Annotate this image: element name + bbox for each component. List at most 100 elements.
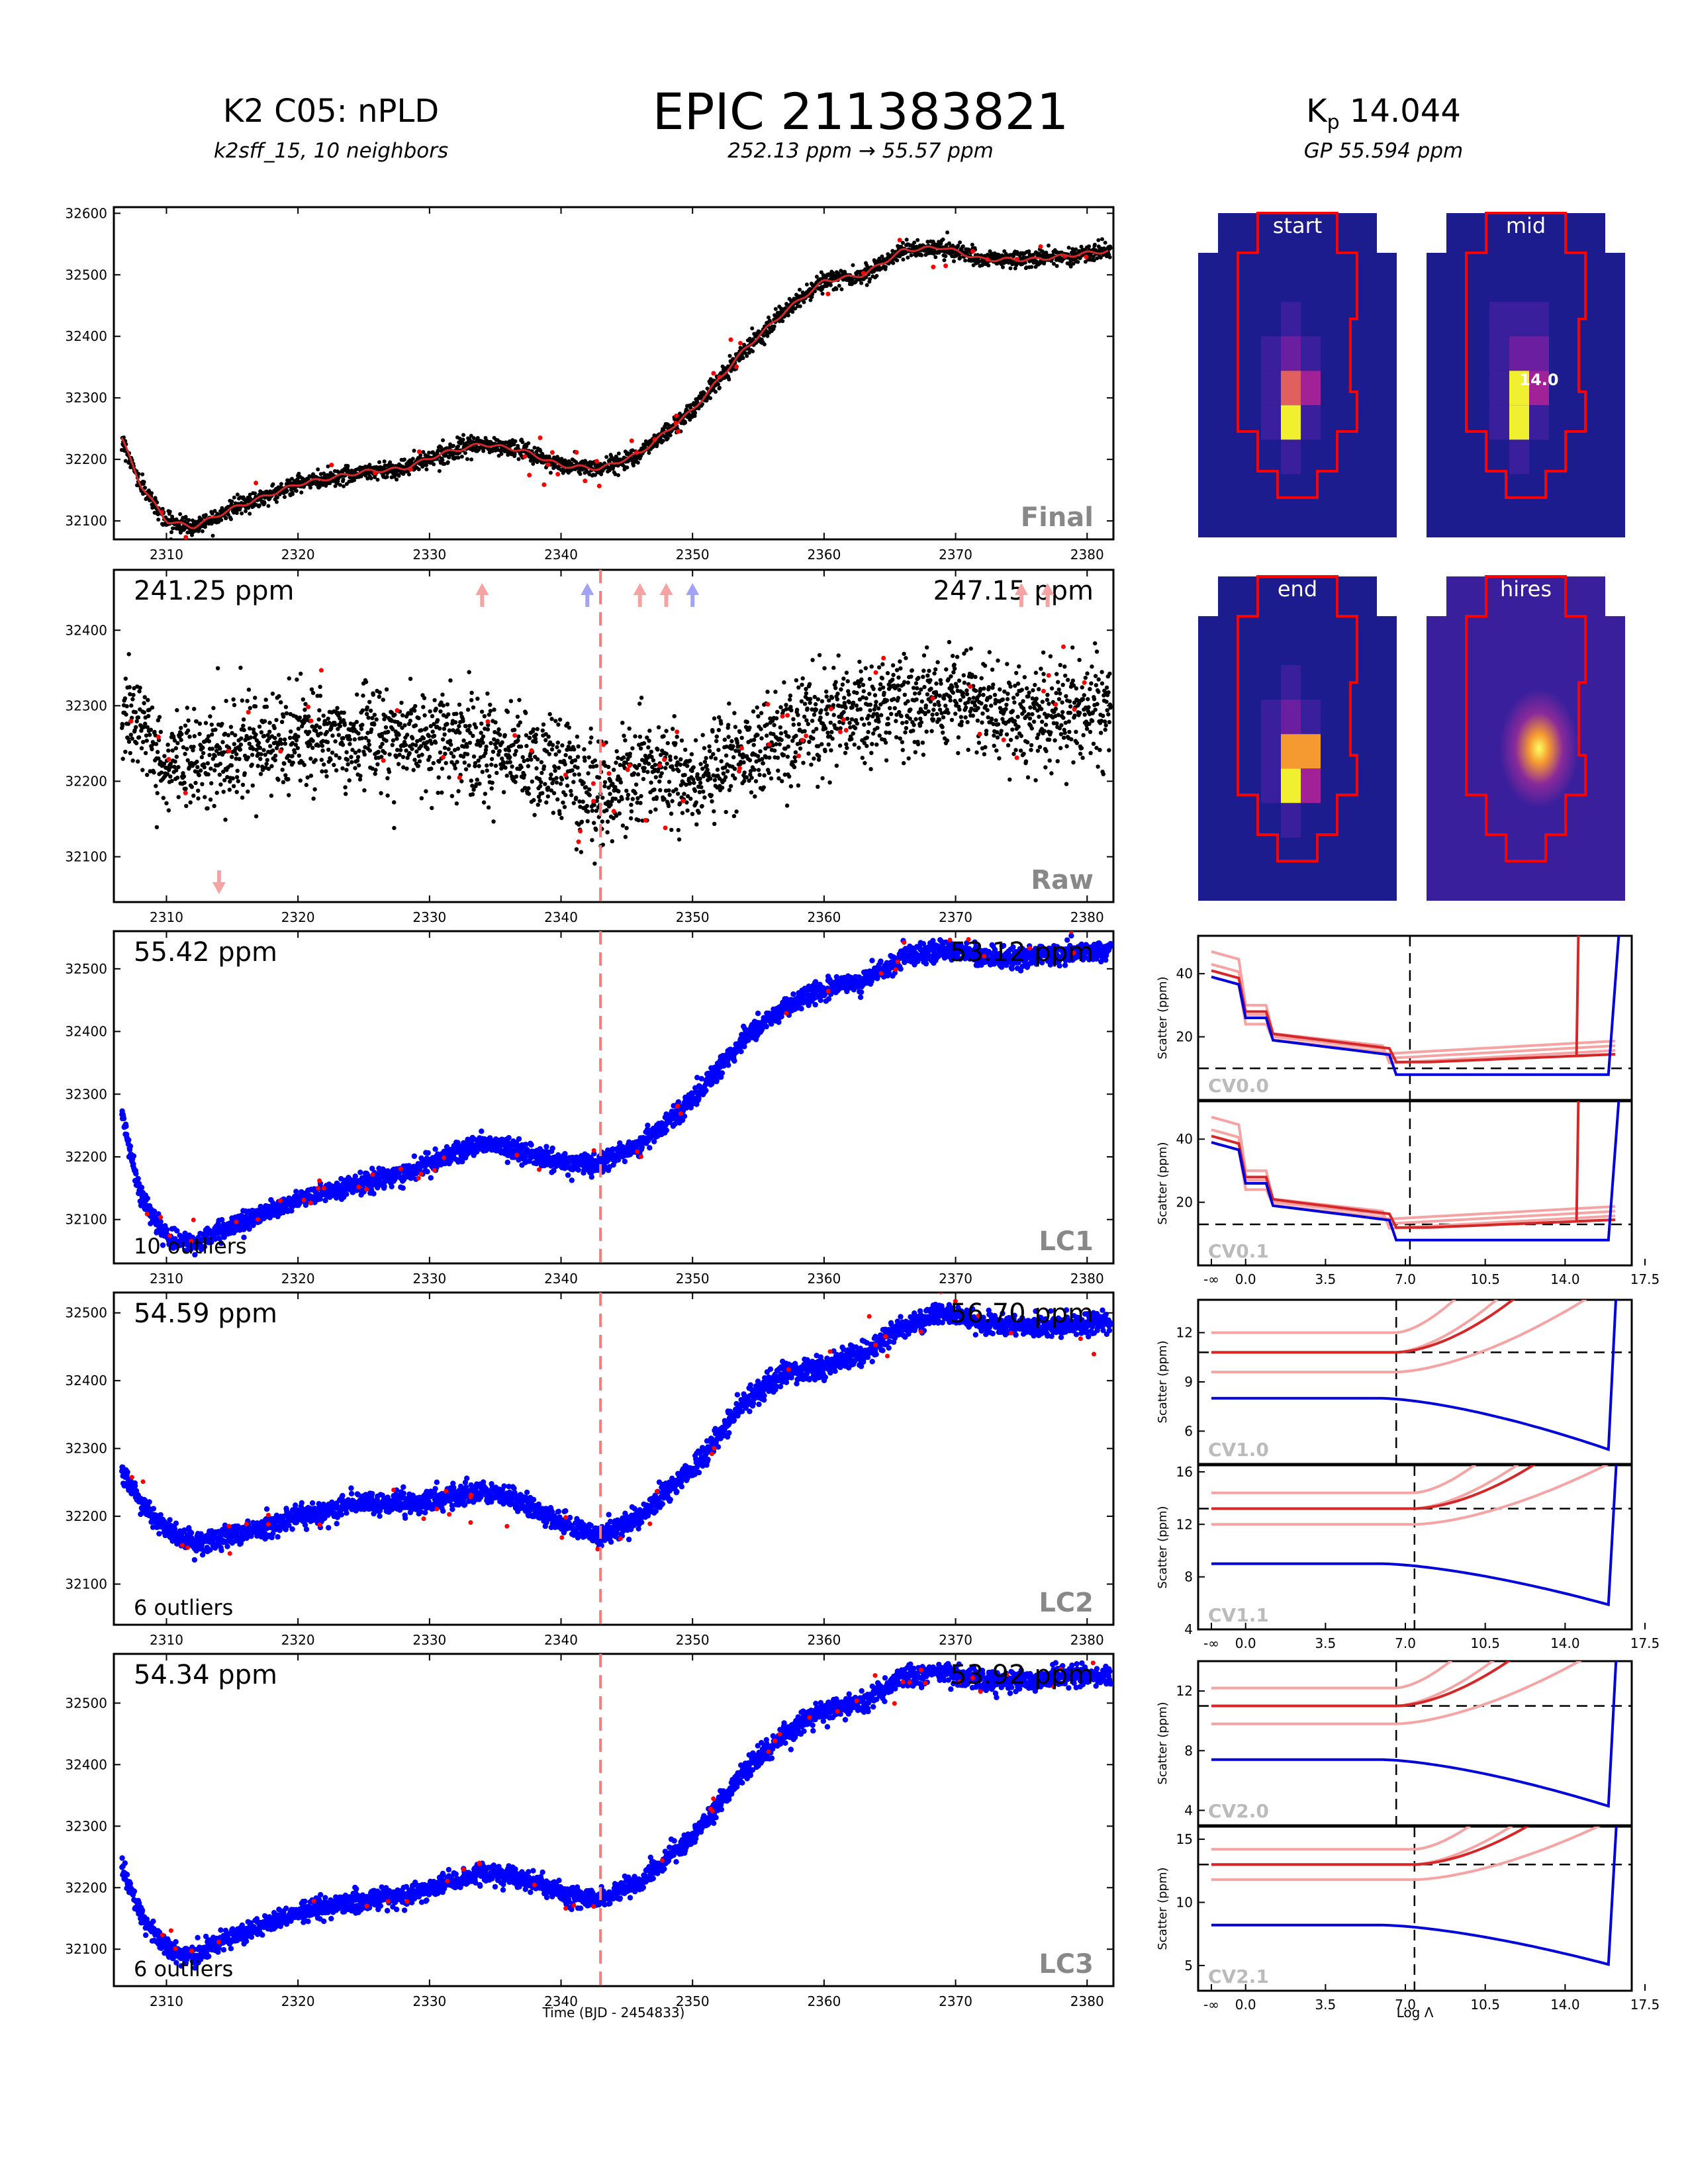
lc-point [930, 712, 935, 717]
lc-point [438, 726, 442, 731]
lc-point [857, 659, 862, 664]
lc-point [577, 772, 581, 777]
lc-point [895, 258, 900, 263]
lc-point [932, 702, 937, 707]
lc-point [213, 727, 218, 732]
lc-point [385, 475, 389, 479]
lc-point [902, 760, 906, 766]
lc-point [1001, 265, 1005, 269]
lc-point [290, 477, 294, 481]
lc-point [894, 719, 898, 723]
lc-point [723, 765, 727, 770]
lc-point [784, 703, 788, 707]
lc-point [859, 716, 865, 721]
lc-point [988, 249, 992, 253]
lc-point [483, 792, 488, 796]
lc-point [513, 780, 518, 784]
lc-point [884, 758, 889, 763]
lc-point [756, 768, 761, 772]
lc-point [451, 443, 455, 448]
lc-point [334, 768, 339, 773]
lc-point [477, 782, 482, 786]
lc-point [262, 733, 267, 739]
lc-point [847, 700, 852, 705]
lc-point [613, 785, 618, 790]
lc-point [724, 745, 729, 749]
lc-point [196, 796, 201, 801]
lc-point [796, 722, 802, 727]
lc-point [256, 741, 261, 745]
lc-point [765, 334, 770, 338]
lc-point [1008, 266, 1013, 271]
lc-point [440, 766, 445, 771]
lc-point [234, 775, 240, 780]
lc-point [200, 529, 205, 533]
lc-point [716, 382, 720, 387]
lc-point [713, 756, 718, 761]
lc-point [876, 706, 881, 711]
lc-point [691, 777, 696, 782]
lc-point [375, 477, 380, 482]
lc-point [971, 696, 976, 700]
header-right-title-sub: p [1327, 111, 1340, 134]
lc-point [433, 740, 438, 745]
lc-point [637, 702, 642, 706]
lc-point [793, 759, 798, 764]
lc-point [218, 747, 222, 751]
lc-point [1011, 254, 1015, 259]
lc-point [181, 771, 185, 776]
lc-point [925, 692, 930, 697]
lc-point [258, 503, 261, 508]
lc-point [673, 755, 679, 760]
lc-point [761, 761, 766, 766]
lc-point [177, 524, 181, 529]
lc-point [479, 721, 484, 726]
lc-point [845, 716, 850, 721]
lc-point [314, 723, 319, 728]
lc-point [495, 739, 500, 743]
lc-point [814, 707, 819, 712]
lc-point [683, 420, 688, 425]
lc-point [430, 713, 435, 719]
lc-point [547, 752, 552, 756]
lc-point [931, 707, 936, 712]
lc-point [572, 747, 577, 752]
lc-point [691, 765, 696, 770]
lc-point [333, 739, 338, 744]
lc-point [399, 748, 403, 752]
lc-point [922, 684, 927, 690]
lc-point [493, 763, 498, 768]
lc-point [412, 757, 417, 762]
lc-point [931, 717, 936, 722]
lc-point [676, 828, 680, 833]
lc-point [512, 452, 517, 457]
lc-point [834, 763, 839, 768]
lc-point [235, 492, 240, 497]
lc-point [726, 735, 731, 739]
lc-point [224, 698, 228, 704]
lc-point [496, 752, 501, 757]
lc-point [260, 768, 265, 772]
lc-frame-raw [113, 569, 1115, 903]
lc-point [897, 709, 902, 715]
lc-point [741, 356, 745, 360]
lc-point [863, 760, 867, 766]
lc-point [825, 711, 829, 716]
lc-point [262, 719, 267, 723]
lc-point [166, 808, 171, 813]
lc-point [522, 758, 526, 764]
lc-point [887, 731, 892, 735]
lc-point [630, 448, 635, 453]
lc-point [616, 473, 620, 477]
lc-point [291, 492, 295, 496]
lc-point [581, 780, 586, 786]
lc-point [288, 735, 293, 741]
lc-point [869, 751, 874, 755]
lc-point [784, 302, 789, 307]
lc-point [610, 839, 614, 844]
lc-point [862, 722, 867, 727]
lc-point [524, 733, 529, 738]
lc-point [937, 694, 942, 698]
lc-point [169, 778, 174, 784]
lc-point [487, 712, 491, 717]
